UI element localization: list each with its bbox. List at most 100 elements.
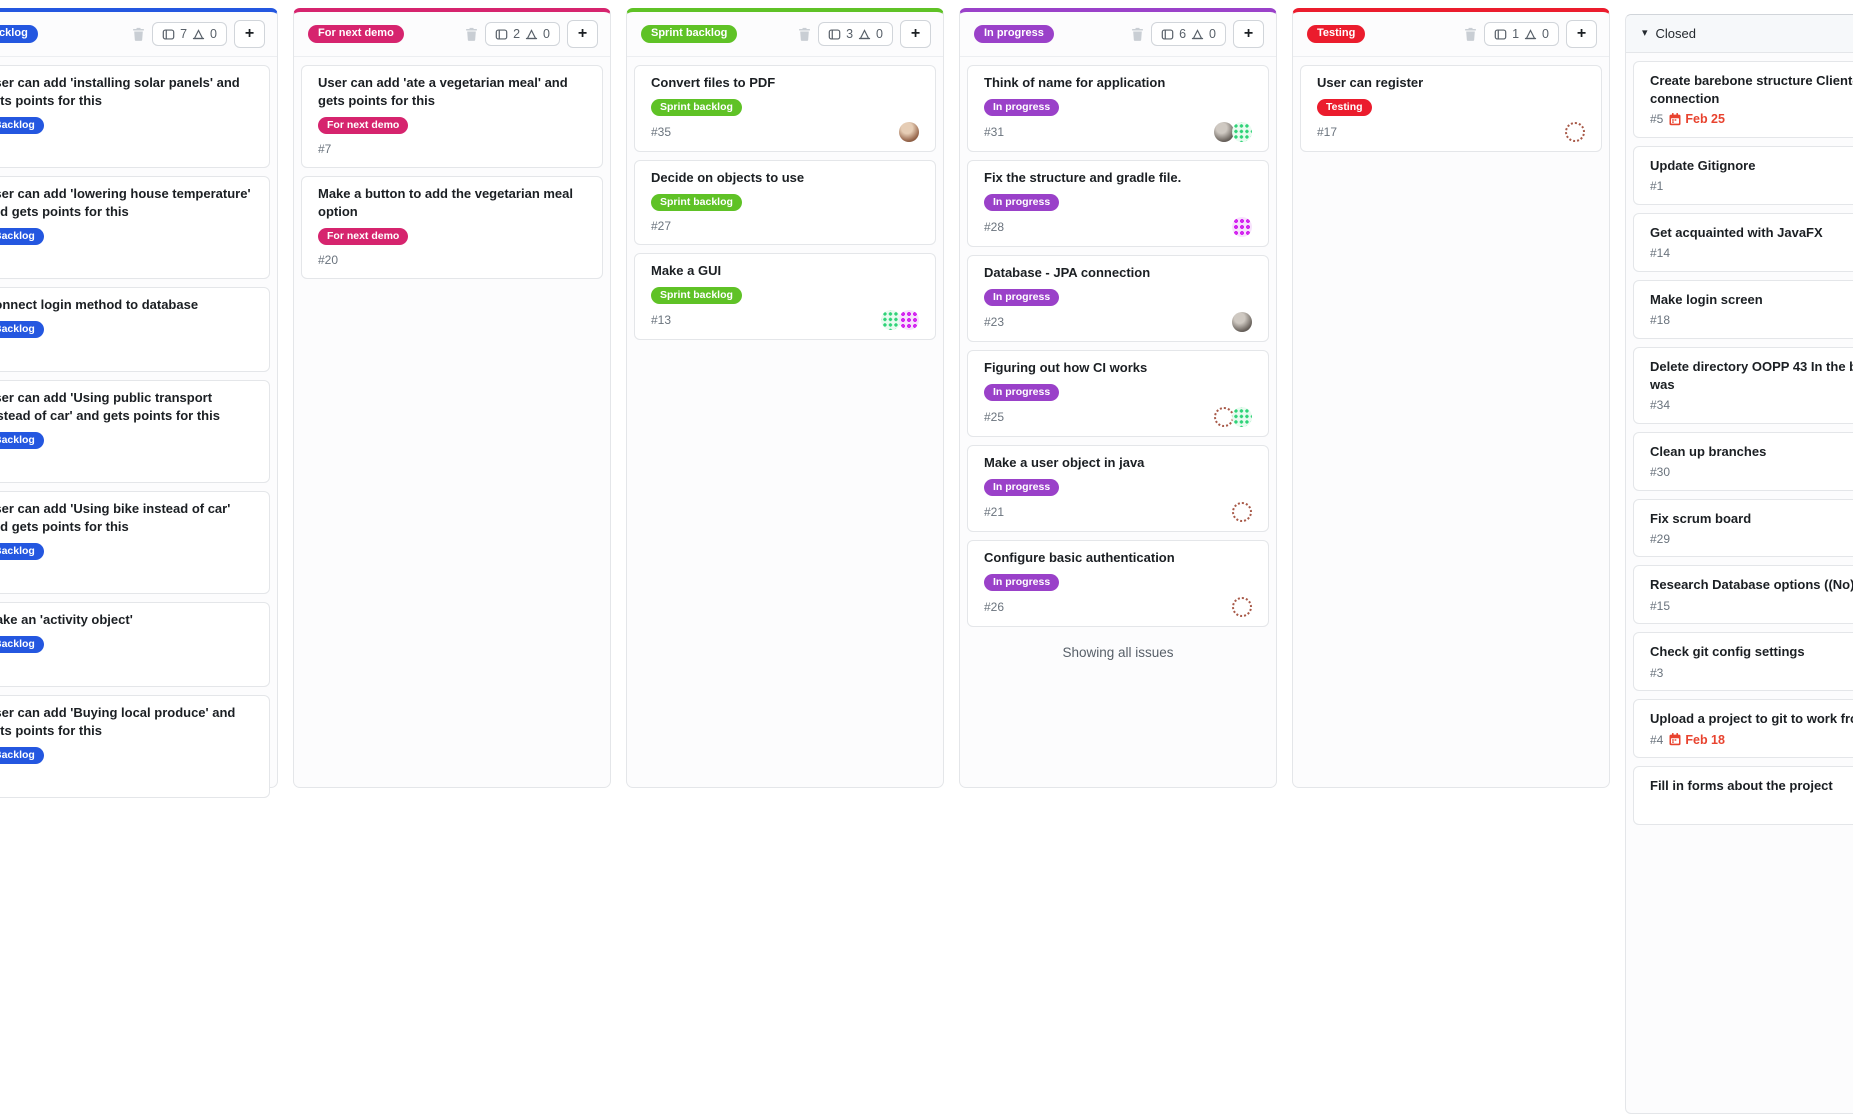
closed-column-header[interactable]: ▾ Closed xyxy=(1626,15,1853,53)
card-title[interactable]: Upload a project to git to work from xyxy=(1650,711,1853,727)
closed-column-title: Closed xyxy=(1655,26,1696,41)
card-title[interactable]: Make an 'activity object' xyxy=(0,612,133,628)
card-title[interactable]: Database - JPA connection xyxy=(984,265,1151,281)
card[interactable]: User can add 'Using public transport ins… xyxy=(0,380,270,484)
card-title[interactable]: Make a GUI xyxy=(651,263,722,279)
card-meta: #3 xyxy=(1650,665,1853,680)
card-label: Backlog xyxy=(0,116,44,134)
card-label: Sprint backlog xyxy=(651,194,742,212)
identicon-green-avatar xyxy=(1232,122,1252,143)
card[interactable]: User can add 'Using bike instead of car'… xyxy=(0,491,270,595)
card-title[interactable]: Fix scrum board xyxy=(1650,510,1752,526)
card-title[interactable]: User can add 'Buying local produce' and … xyxy=(0,705,236,739)
trash-icon[interactable] xyxy=(132,27,145,41)
card-title[interactable]: Fill in forms about the project xyxy=(1650,778,1833,794)
card-label-row: Backlog xyxy=(0,745,253,765)
card[interactable]: Make an 'activity object' Backlog xyxy=(0,602,270,688)
card-title[interactable]: Make a button to add the vegetarian meal… xyxy=(318,186,573,219)
card-title[interactable]: Convert files to PDF xyxy=(651,75,776,90)
card-title[interactable]: Update Gitignore xyxy=(1650,157,1756,173)
wreath-brown-avatar xyxy=(1232,597,1252,618)
card-title[interactable]: User can register xyxy=(1317,75,1424,90)
card[interactable]: Configure basic authentication In progre… xyxy=(967,540,1269,628)
card[interactable]: Check git config settings #3 xyxy=(1633,632,1853,692)
trash-icon[interactable] xyxy=(798,27,811,41)
card-title[interactable]: User can add 'installing solar panels' a… xyxy=(0,75,240,108)
trash-icon[interactable] xyxy=(1131,27,1144,41)
card-title[interactable]: User can add 'ate a vegetarian meal' and… xyxy=(318,75,568,108)
card-title[interactable]: Delete directory OOPP 43 In the beginnin… xyxy=(1650,358,1853,392)
card-title[interactable]: Create barebone structure Client-Server … xyxy=(1650,73,1853,106)
card-title[interactable]: User can add 'lowering house temperature… xyxy=(0,186,251,219)
card[interactable]: Fix the structure and gradle file. In pr… xyxy=(967,160,1269,248)
card-meta: #25 xyxy=(984,407,1252,428)
card-title[interactable]: Make a user object in java xyxy=(984,455,1145,471)
card[interactable]: Database - JPA connection In progress #2… xyxy=(967,255,1269,343)
card-meta: #17 xyxy=(1317,122,1585,143)
card-title[interactable]: Check git config settings xyxy=(1650,644,1805,660)
card-title[interactable]: Decide on objects to use xyxy=(651,170,805,186)
card-title[interactable]: Configure basic authentication xyxy=(984,550,1175,566)
column: In progress 6 0 + Think of xyxy=(959,8,1277,788)
card[interactable]: Make a GUI Sprint backlog #13 xyxy=(634,253,936,341)
card-number: #28 xyxy=(984,220,1005,235)
card[interactable]: Fix scrum board #29 xyxy=(1633,498,1853,558)
card[interactable]: Clean up branches #30 xyxy=(1633,431,1853,491)
add-card-button[interactable]: + xyxy=(567,20,598,48)
card[interactable]: User can add 'lowering house temperature… xyxy=(0,176,270,279)
card-label: Testing xyxy=(1317,98,1372,117)
card-title[interactable]: User can add 'Using bike instead of car'… xyxy=(0,501,231,534)
card[interactable]: Decide on objects to use Sprint backlog … xyxy=(634,160,936,246)
card[interactable]: User can register Testing #17 xyxy=(1300,65,1602,153)
card-label: In progress xyxy=(984,194,1060,212)
card[interactable]: Make login screen #18 xyxy=(1633,279,1853,339)
card[interactable]: Think of name for application In progres… xyxy=(967,65,1269,153)
card-meta-left: #5 Feb 25 xyxy=(1650,112,1725,126)
card[interactable]: Make a user object in java In progress #… xyxy=(967,445,1269,533)
card-count-icon xyxy=(495,28,508,41)
trash-icon[interactable] xyxy=(1464,27,1477,41)
card-title[interactable]: Research Database options ((No)SQL?) xyxy=(1650,577,1853,593)
card-title[interactable]: Make login screen xyxy=(1650,291,1763,307)
card-title[interactable]: Figuring out how CI works xyxy=(984,360,1148,376)
card[interactable]: Convert files to PDF Sprint backlog #35 xyxy=(634,65,936,153)
trash-icon[interactable] xyxy=(465,27,478,41)
add-card-button[interactable]: + xyxy=(1233,20,1264,48)
add-card-button[interactable]: + xyxy=(900,20,931,48)
column-controls: 6 0 + xyxy=(1131,20,1264,48)
card-title[interactable]: Think of name for application xyxy=(984,75,1166,90)
card-title[interactable]: Fix the structure and gradle file. xyxy=(984,170,1182,186)
card[interactable]: Fill in forms about the project xyxy=(1633,766,1853,826)
card[interactable]: Upload a project to git to work from #4 … xyxy=(1633,699,1853,759)
card-meta xyxy=(1650,799,1853,814)
card-number: #30 xyxy=(1650,465,1671,479)
card-title[interactable]: Clean up branches xyxy=(1650,443,1767,459)
wreath-brown-avatar xyxy=(1565,122,1585,143)
card-title[interactable]: User can add 'Using public transport ins… xyxy=(0,390,220,423)
card-label-row: In progress xyxy=(984,97,1252,117)
card[interactable]: Figuring out how CI works In progress #2… xyxy=(967,350,1269,438)
card-title[interactable]: Connect login method to database xyxy=(0,297,199,312)
card[interactable]: Update Gitignore #1 xyxy=(1633,145,1853,205)
card[interactable]: Connect login method to database Backlog xyxy=(0,287,270,373)
add-card-button[interactable]: + xyxy=(234,20,265,48)
milestone-count-icon xyxy=(192,28,205,41)
card[interactable]: Get acquainted with JavaFX #14 xyxy=(1633,212,1853,272)
card[interactable]: Create barebone structure Client-Server … xyxy=(1633,61,1853,138)
card-avatars xyxy=(899,122,919,143)
card-meta xyxy=(0,455,253,473)
card[interactable]: Research Database options ((No)SQL?) #15 xyxy=(1633,565,1853,625)
card[interactable]: Delete directory OOPP 43 In the beginnin… xyxy=(1633,346,1853,424)
wreath-brown-avatar xyxy=(1214,407,1234,428)
card[interactable]: User can add 'ate a vegetarian meal' and… xyxy=(301,65,603,168)
card[interactable]: User can add 'Buying local produce' and … xyxy=(0,695,270,799)
add-card-button[interactable]: + xyxy=(1566,20,1597,48)
card[interactable]: Make a button to add the vegetarian meal… xyxy=(301,176,603,279)
cards-list: Think of name for application In progres… xyxy=(960,57,1276,635)
card-meta-left: #18 xyxy=(1650,313,1670,327)
card-number: #31 xyxy=(984,125,1005,140)
card-title[interactable]: Get acquainted with JavaFX xyxy=(1650,224,1823,240)
milestone-count-icon xyxy=(1191,28,1204,41)
card-meta-left: #14 xyxy=(1650,246,1670,260)
card[interactable]: User can add 'installing solar panels' a… xyxy=(0,65,270,168)
